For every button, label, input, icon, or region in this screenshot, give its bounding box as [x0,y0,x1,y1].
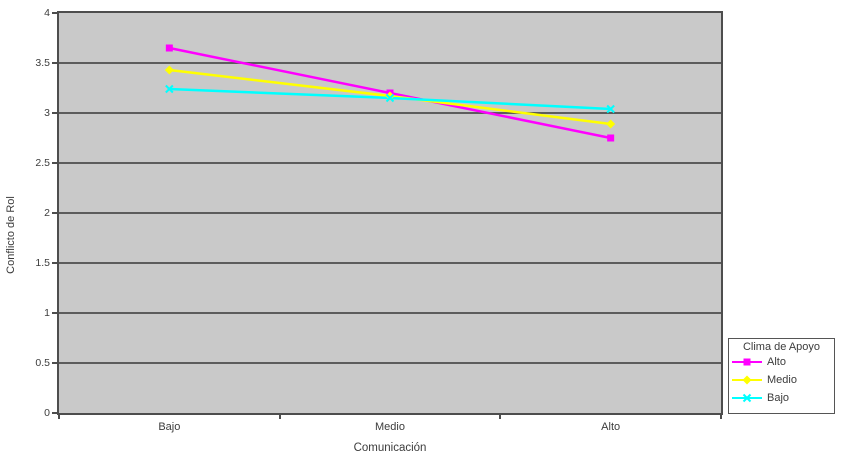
marker-diamond [164,65,174,75]
y-tick-label: 0 [44,406,50,419]
legend-label: Alto [767,356,786,368]
marker-diamond [606,119,616,129]
marker-square [165,44,173,52]
x-tick-mark [499,415,502,419]
x-tick-label-bajo: Bajo [158,421,181,433]
y-tick-label: 1 [44,306,50,319]
y-tick-label: 2.5 [35,156,50,169]
x-tick-label-alto: Alto [601,421,621,433]
marker-square [607,134,615,142]
legend-item-medio: Medio [729,371,834,389]
y-tick-label: 4 [44,6,50,19]
plot-area [57,11,723,415]
legend-item-bajo: Bajo [729,389,834,407]
marker-x [606,104,615,114]
y-tick-label: 3 [44,106,50,119]
y-axis-title: Conflicto de Rol [5,196,17,274]
x-tick-mark [720,415,722,419]
x-tick-mark [58,415,60,419]
marker-x [165,84,174,94]
marker-x [742,393,752,403]
series-plot [59,44,721,364]
legend: Clima de Apoyo Alto Medio Bajo [728,338,835,414]
y-tick-label: 3.5 [35,56,50,69]
x-tick-mark [278,415,281,419]
legend-items: Alto Medio Bajo [729,353,834,407]
legend-title: Clima de Apoyo [742,341,821,353]
x-tick-label-medio: Medio [375,421,405,433]
legend-swatch-square [732,358,762,366]
legend-label: Bajo [767,392,790,404]
legend-swatch-diamond [732,375,762,385]
y-tick-label: 0.5 [35,356,50,369]
marker-square [743,358,751,366]
legend-swatch-x [732,393,762,403]
marker-diamond [742,375,752,385]
legend-label: Medio [767,374,797,386]
legend-item-alto: Alto [729,353,834,371]
marker-diamond [385,91,395,101]
x-axis-title: Comunicación [353,442,427,454]
marker-x [385,93,395,103]
